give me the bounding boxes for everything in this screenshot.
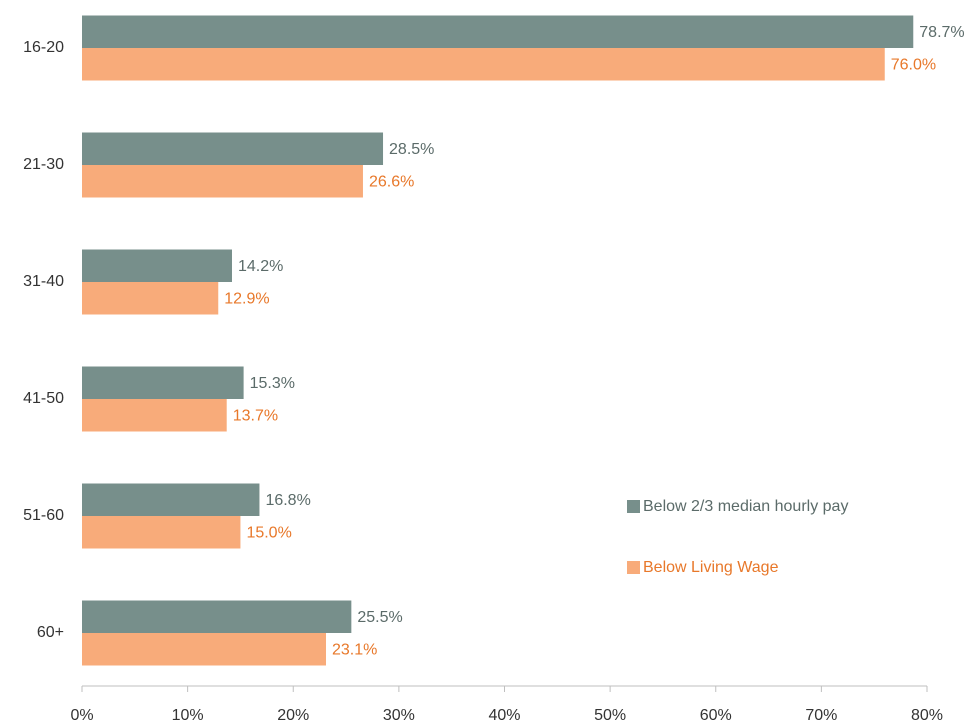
data-label: 13.7%: [233, 407, 278, 424]
x-tick-label: 20%: [277, 707, 309, 724]
y-tick-label: 51-60: [23, 507, 64, 524]
bar: [82, 366, 244, 399]
data-label: 78.7%: [919, 24, 964, 41]
bar: [82, 483, 260, 516]
x-tick-label: 70%: [805, 707, 837, 724]
y-tick-label: 60+: [37, 624, 64, 641]
y-tick-label: 41-50: [23, 390, 64, 407]
y-tick-label: 16-20: [23, 39, 64, 56]
data-label: 25.5%: [357, 609, 402, 626]
bar: [82, 282, 219, 315]
bar: [82, 633, 326, 666]
x-tick-label: 80%: [911, 707, 943, 724]
bar: [82, 48, 885, 81]
x-tick-label: 50%: [594, 707, 626, 724]
data-label: 15.0%: [246, 524, 291, 541]
legend-swatch: [627, 500, 640, 513]
legend-label: Below Living Wage: [643, 559, 779, 576]
x-tick-label: 60%: [700, 707, 732, 724]
bar: [82, 165, 363, 198]
data-label: 28.5%: [389, 141, 434, 158]
data-label: 14.2%: [238, 258, 283, 275]
y-tick-label: 21-30: [23, 156, 64, 173]
x-tick-label: 40%: [488, 707, 520, 724]
data-label: 16.8%: [265, 492, 310, 509]
data-label: 76.0%: [891, 56, 936, 73]
bar: [82, 132, 384, 165]
legend-swatch: [627, 561, 640, 574]
bar: [82, 15, 914, 48]
x-tick-label: 10%: [172, 707, 204, 724]
legend-label: Below 2/3 median hourly pay: [643, 498, 848, 515]
bar: [82, 249, 232, 282]
data-label: 26.6%: [369, 173, 414, 190]
bar: [82, 399, 227, 432]
bar: [82, 516, 241, 549]
data-label: 23.1%: [332, 641, 377, 658]
x-tick-label: 30%: [383, 707, 415, 724]
bar: [82, 600, 352, 633]
x-tick-label: 0%: [70, 707, 93, 724]
data-label: 15.3%: [250, 375, 295, 392]
y-tick-label: 31-40: [23, 273, 64, 290]
data-label: 12.9%: [224, 290, 269, 307]
